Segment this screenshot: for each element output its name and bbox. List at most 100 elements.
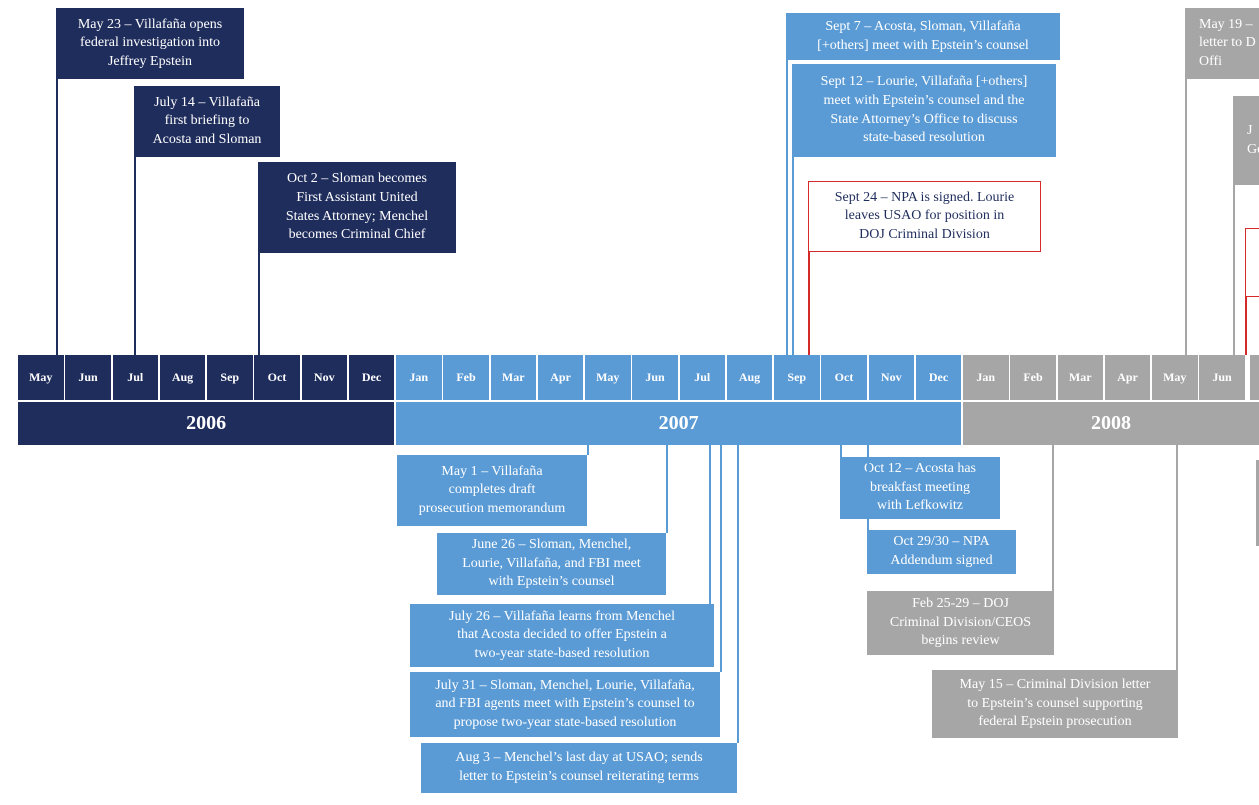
month-cell: May — [18, 355, 64, 400]
month-cell: Mar — [490, 355, 536, 400]
year-bar: 2006 — [18, 402, 395, 445]
connector — [666, 445, 668, 533]
event-text: prosecution memorandum — [418, 500, 566, 516]
month-cell: Nov — [868, 355, 914, 400]
year-bar: 2008 — [963, 402, 1259, 445]
connector — [134, 157, 136, 355]
connector — [1245, 297, 1247, 355]
month-cell: Mar — [1057, 355, 1103, 400]
month-cell: Jun — [632, 355, 678, 400]
month-cell: Oct — [821, 355, 867, 400]
connector — [258, 253, 260, 355]
month-cell: Sep — [774, 355, 820, 400]
event-text: Addendum signed — [890, 553, 993, 568]
month-cell: May — [1152, 355, 1198, 400]
event-text: breakfast meeting — [870, 479, 970, 495]
connector — [737, 445, 739, 743]
event-text: and FBI agents meet with Epstein’s couns… — [435, 696, 695, 712]
event-text: J — [1247, 122, 1253, 138]
event-text: with Epstein’s counsel — [488, 574, 615, 590]
event-text: Sept 7 – Acosta, Sloman, Villafaña — [825, 18, 1021, 34]
connector — [1052, 445, 1054, 591]
event-text: July 31 – Sloman, Menchel, Lourie, Villa… — [435, 677, 695, 693]
connector — [1185, 79, 1187, 355]
event-text: federal Epstein prosecution — [978, 714, 1132, 730]
event-text: Oct 29/30 – NPA — [893, 534, 990, 550]
event-text: Acosta and Sloman — [152, 131, 262, 147]
event-text: Sept 12 – Lourie, Villafaña [+others] — [820, 74, 1028, 90]
event-box: Oct 2 – Sloman becomes First Assistant Un… — [258, 162, 456, 253]
month-cell: Nov — [301, 355, 347, 400]
event-text: meet with Epstein’s counsel and the — [823, 92, 1025, 108]
event-text: May 15 – Criminal Division letter — [959, 677, 1151, 693]
event-text: Sept 24 – NPA is signed. Lourie — [834, 189, 1015, 205]
month-cell: Dec — [348, 355, 395, 400]
event-text: completes draft — [448, 482, 536, 498]
month-cell: Apr — [537, 355, 584, 400]
event-box: Aug 3 – Menchel’s last day at USAO; send… — [421, 743, 737, 793]
event-text: Lourie, Villafaña, and FBI meet — [462, 555, 641, 571]
event-text: July 14 – Villafaña — [154, 94, 260, 110]
event-text: that Acosta decided to offer Epstein a — [457, 627, 667, 643]
connector — [720, 445, 722, 672]
event-box: Feb 25-29 – DOJ Criminal Division/CEOS beg… — [867, 591, 1054, 655]
event-text: Oct 2 – Sloman becomes — [287, 171, 427, 187]
month-cell: Jul — [679, 355, 725, 400]
event-text: Aug 3 – Menchel’s last day at USAO; send… — [455, 750, 703, 766]
month-cell: Jun — [1199, 355, 1245, 400]
event-box: Sept 24 – NPA is signed. Lourie leaves US… — [808, 181, 1041, 252]
connector — [867, 445, 869, 530]
connector — [792, 157, 794, 355]
event-text: May 19 – — [1199, 16, 1253, 32]
connector — [1176, 445, 1178, 670]
event-text: [+others] meet with Epstein’s counsel — [817, 37, 1029, 53]
connector — [840, 445, 842, 457]
connector — [808, 252, 810, 355]
connector — [709, 445, 711, 604]
month-cell: Jul — [112, 355, 158, 400]
event-text: letter to D — [1199, 35, 1256, 51]
month-cell: Feb — [443, 355, 489, 400]
event-text: becomes Criminal Chief — [288, 227, 426, 243]
event-text: leaves USAO for position in — [844, 208, 1005, 224]
month-cell: Aug — [159, 355, 206, 400]
event-box-partial — [1245, 228, 1259, 297]
connector — [56, 79, 58, 355]
month-cell: Apr — [1104, 355, 1151, 400]
event-text: States Attorney; Menchel — [285, 208, 429, 224]
event-text: Feb 25-29 – DOJ — [912, 596, 1009, 612]
event-box: July 26 – Villafaña learns from Menchel t… — [410, 604, 714, 667]
event-text: two-year state-based resolution — [474, 645, 650, 661]
event-text: Oct 12 – Acosta has — [864, 461, 976, 477]
event-text: DOJ Criminal Division — [859, 226, 990, 242]
event-text: Criminal Division/CEOS — [889, 614, 1032, 630]
event-box: May 15 – Criminal Division letter to Epst… — [932, 670, 1178, 738]
event-text: to Epstein’s counsel supporting — [967, 695, 1143, 711]
event-box: June 26 – Sloman, Menchel, Lourie, Villaf… — [437, 533, 666, 595]
event-text: June 26 – Sloman, Menchel, — [471, 537, 632, 553]
month-cell: Dec — [915, 355, 962, 400]
event-box: May 1 – Villafaña completes draft prosecut… — [397, 455, 587, 526]
month-cell: Oct — [254, 355, 300, 400]
event-box: May 19 – letter to D Offi — [1185, 8, 1259, 79]
month-cell: May — [585, 355, 631, 400]
event-text: May 1 – Villafaña — [441, 463, 543, 479]
event-box: J Ge — [1233, 96, 1259, 185]
event-text: with Lefkowitz — [877, 498, 963, 514]
connector — [1233, 185, 1235, 355]
month-cell-partial — [1250, 355, 1259, 400]
connector — [587, 445, 589, 455]
event-box: Sept 7 – Acosta, Sloman, Villafaña [+othe… — [786, 13, 1060, 60]
month-cell: Sep — [207, 355, 253, 400]
event-text: begins review — [921, 633, 1000, 649]
event-text: propose two-year state-based resolution — [453, 714, 677, 730]
event-box: Oct 29/30 – NPA Addendum signed — [867, 530, 1016, 574]
event-text: federal investigation into — [80, 35, 220, 51]
month-cell: Feb — [1010, 355, 1056, 400]
event-text: First Assistant United — [296, 189, 418, 205]
event-text: May 23 – Villafaña opens — [77, 16, 223, 32]
event-box: July 31 – Sloman, Menchel, Lourie, Villa… — [410, 672, 720, 737]
event-box: Sept 12 – Lourie, Villafaña [+others] mee… — [792, 64, 1056, 157]
month-cell: Jun — [65, 355, 111, 400]
